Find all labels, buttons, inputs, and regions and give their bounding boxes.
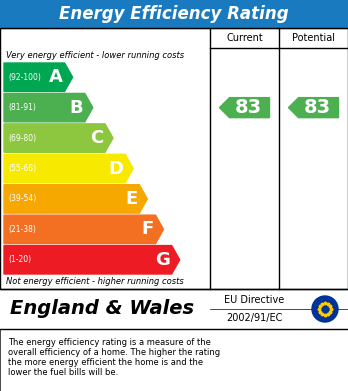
Text: E: E	[125, 190, 137, 208]
Text: G: G	[155, 251, 170, 269]
Polygon shape	[4, 124, 113, 152]
Text: 83: 83	[304, 98, 331, 117]
Text: (21-38): (21-38)	[8, 225, 36, 234]
Text: lower the fuel bills will be.: lower the fuel bills will be.	[8, 368, 118, 377]
Text: (39-54): (39-54)	[8, 194, 36, 203]
Text: A: A	[49, 68, 63, 86]
Text: the more energy efficient the home is and the: the more energy efficient the home is an…	[8, 358, 203, 367]
Polygon shape	[4, 93, 93, 122]
Text: Energy Efficiency Rating: Energy Efficiency Rating	[59, 5, 289, 23]
Polygon shape	[4, 215, 164, 244]
Text: (69-80): (69-80)	[8, 134, 36, 143]
Text: overall efficiency of a home. The higher the rating: overall efficiency of a home. The higher…	[8, 348, 220, 357]
Text: EU Directive: EU Directive	[224, 295, 285, 305]
Polygon shape	[4, 154, 133, 183]
Text: The energy efficiency rating is a measure of the: The energy efficiency rating is a measur…	[8, 338, 211, 347]
Text: (81-91): (81-91)	[8, 103, 36, 112]
Text: D: D	[108, 160, 123, 178]
Bar	[0, 0, 348, 28]
Text: England & Wales: England & Wales	[10, 300, 194, 319]
Text: (1-20): (1-20)	[8, 255, 31, 264]
Text: F: F	[141, 221, 153, 239]
Text: Very energy efficient - lower running costs: Very energy efficient - lower running co…	[6, 50, 184, 59]
Polygon shape	[220, 98, 269, 118]
Text: (55-68): (55-68)	[8, 164, 36, 173]
Polygon shape	[4, 246, 180, 274]
Text: 2002/91/EC: 2002/91/EC	[226, 313, 283, 323]
Bar	[0, 329, 348, 391]
Text: 83: 83	[235, 98, 262, 117]
Bar	[0, 28, 348, 289]
Polygon shape	[4, 185, 147, 213]
Text: B: B	[69, 99, 83, 117]
Text: Potential: Potential	[292, 33, 335, 43]
Polygon shape	[288, 98, 339, 118]
Polygon shape	[4, 63, 73, 91]
Bar	[0, 329, 348, 391]
Text: Current: Current	[226, 33, 263, 43]
Text: Not energy efficient - higher running costs: Not energy efficient - higher running co…	[6, 278, 184, 287]
Text: C: C	[90, 129, 103, 147]
Circle shape	[312, 296, 338, 322]
Text: (92-100): (92-100)	[8, 73, 41, 82]
